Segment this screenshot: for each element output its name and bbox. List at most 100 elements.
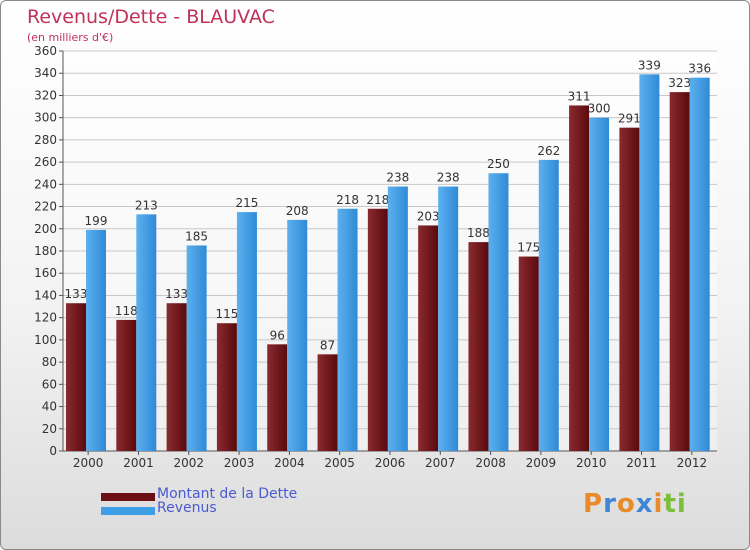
x-tick-label: 2002 [173, 456, 204, 470]
y-tick-label: 100 [34, 333, 57, 347]
data-label-revenus: 218 [336, 193, 359, 207]
bar-revenus [337, 208, 358, 451]
logo-letter: x [635, 489, 654, 519]
data-label-revenus: 250 [487, 157, 510, 171]
x-tick-label: 2010 [576, 456, 607, 470]
logo-letter: t [663, 489, 677, 519]
x-tick-label: 2005 [324, 456, 355, 470]
legend-label-dette: Montant de la Dette [157, 486, 298, 502]
bar-dette [317, 354, 338, 451]
bar-dette [66, 303, 86, 451]
bar-revenus [287, 219, 308, 451]
logo-letter: r [603, 489, 617, 519]
logo-letter: P [583, 489, 604, 519]
data-label-dette: 311 [568, 89, 591, 103]
data-label-dette: 175 [517, 241, 540, 255]
data-label-dette: 133 [65, 287, 88, 301]
data-label-dette: 188 [467, 226, 490, 240]
data-label-revenus: 215 [235, 196, 258, 210]
bar-dette [367, 208, 388, 451]
bar-dette [468, 242, 489, 451]
bar-revenus [438, 186, 459, 452]
bar-revenus [86, 229, 106, 451]
y-tick-label: 180 [34, 244, 57, 258]
bar-revenus [488, 173, 509, 451]
x-tick-label: 2003 [224, 456, 255, 470]
data-label-dette: 118 [115, 304, 138, 318]
data-label-revenus: 208 [286, 204, 309, 218]
bar-dette [267, 344, 288, 451]
bar-revenus [387, 186, 408, 452]
x-tick-label: 2001 [123, 456, 154, 470]
y-tick-label: 260 [34, 155, 57, 169]
data-label-dette: 218 [366, 193, 389, 207]
bar-dette [518, 256, 539, 451]
bar-revenus [589, 117, 610, 452]
legend-label-revenus: Revenus [157, 500, 217, 516]
x-tick-label: 2004 [274, 456, 305, 470]
data-label-revenus: 339 [638, 58, 661, 72]
data-label-dette: 115 [215, 307, 238, 321]
y-tick-label: 220 [34, 200, 57, 214]
x-tick-label: 2009 [526, 456, 557, 470]
bar-dette [418, 225, 439, 451]
y-tick-label: 80 [42, 355, 57, 369]
bar-revenus [186, 245, 207, 451]
legend-swatch-revenus [101, 507, 155, 515]
legend-swatch-dette [101, 493, 155, 501]
y-tick-label: 280 [34, 133, 57, 147]
x-tick-label: 2011 [626, 456, 657, 470]
bar-revenus [689, 77, 710, 452]
y-tick-label: 300 [34, 111, 57, 125]
x-tick-label: 2006 [375, 456, 406, 470]
bar-revenus [639, 74, 660, 451]
bar-revenus [538, 159, 559, 451]
y-tick-label: 160 [34, 266, 57, 280]
y-tick-label: 200 [34, 222, 57, 236]
y-tick-label: 120 [34, 311, 57, 325]
x-tick-label: 2012 [677, 456, 708, 470]
proxiti-logo: Proxiti [583, 489, 687, 519]
y-tick-label: 60 [42, 377, 57, 391]
bar-dette [166, 303, 187, 451]
data-label-dette: 87 [320, 338, 335, 352]
data-label-revenus: 238 [386, 171, 409, 185]
bar-dette [216, 323, 237, 451]
data-label-dette: 323 [668, 76, 691, 90]
bar-dette [619, 127, 640, 452]
y-tick-label: 20 [42, 422, 57, 436]
logo-letter: i [676, 489, 687, 519]
data-label-dette: 203 [417, 209, 440, 223]
y-tick-label: 240 [34, 177, 57, 191]
bar-revenus [236, 212, 257, 451]
data-label-dette: 291 [618, 112, 641, 126]
y-tick-label: 0 [49, 444, 57, 458]
chart-title: Revenus/Dette - BLAUVAC [27, 6, 275, 28]
data-label-revenus: 213 [135, 198, 158, 212]
x-tick-label: 2007 [425, 456, 456, 470]
logo-letter: o [616, 489, 636, 519]
chart-subtitle: (en milliers d'€) [27, 31, 114, 44]
y-tick-label: 360 [34, 44, 57, 58]
y-tick-label: 340 [34, 66, 57, 80]
bar-revenus [136, 214, 157, 451]
data-label-dette: 133 [165, 287, 188, 301]
data-label-revenus: 262 [537, 144, 560, 158]
data-label-revenus: 199 [85, 214, 108, 228]
bar-dette [569, 105, 590, 451]
data-label-revenus: 185 [185, 229, 208, 243]
y-tick-label: 140 [34, 288, 57, 302]
x-tick-label: 2008 [475, 456, 506, 470]
x-tick-label: 2000 [73, 456, 104, 470]
bar-dette [116, 319, 137, 451]
y-tick-label: 320 [34, 88, 57, 102]
logo-letter: i [653, 489, 664, 519]
y-tick-label: 40 [42, 400, 57, 414]
bar-dette [669, 92, 690, 451]
data-label-dette: 96 [270, 328, 285, 342]
data-label-revenus: 238 [437, 171, 460, 185]
data-label-revenus: 336 [688, 62, 711, 76]
data-label-revenus: 300 [588, 102, 611, 116]
